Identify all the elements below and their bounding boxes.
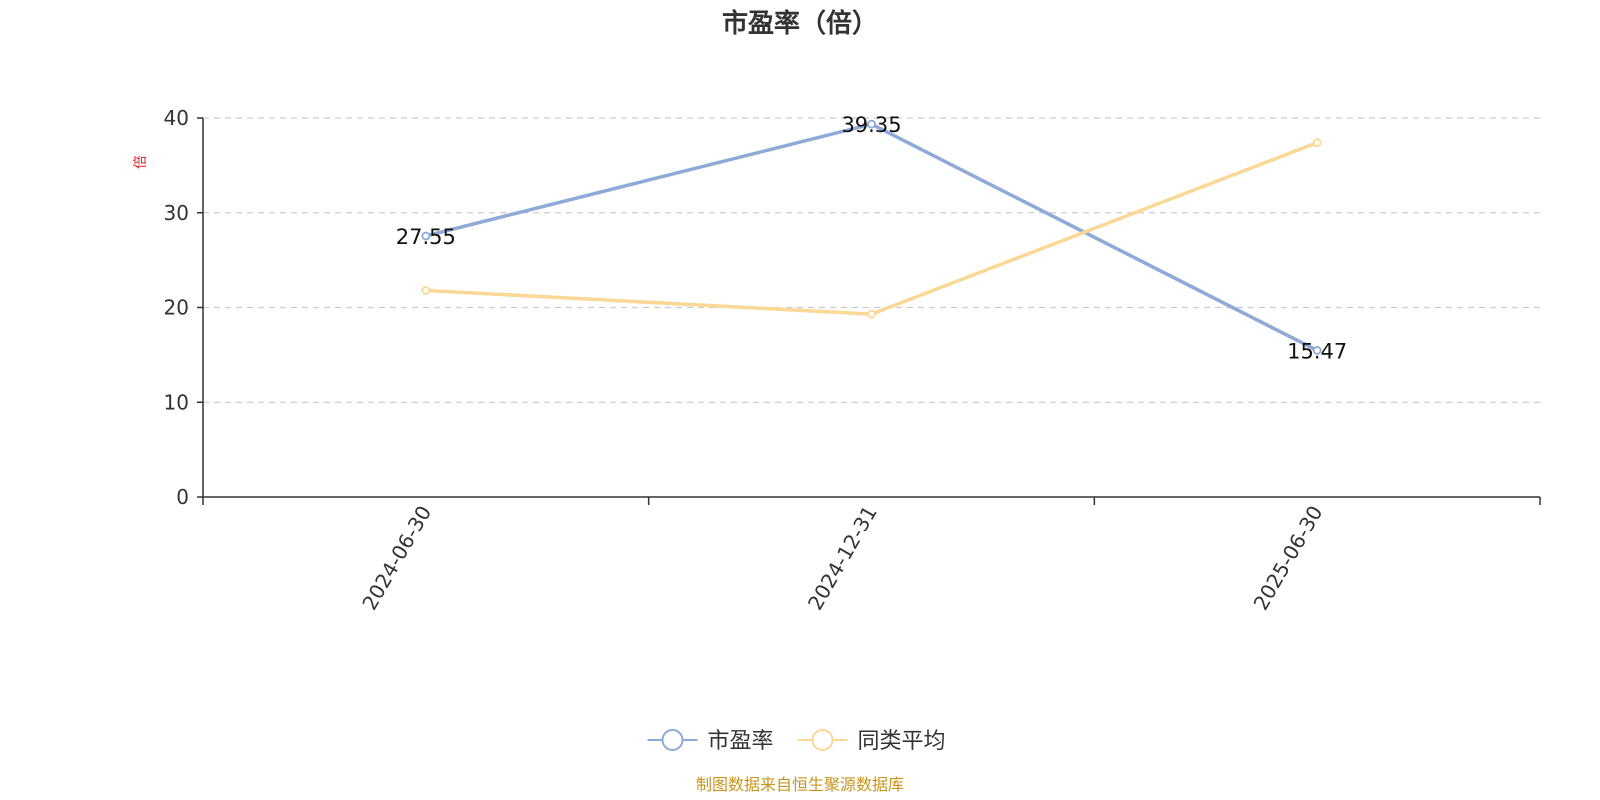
data-point[interactable]: [867, 119, 876, 129]
legend-marker: [661, 729, 684, 751]
y-tick-label: 20: [164, 296, 189, 320]
legend-label: 同类平均: [858, 729, 946, 754]
data-label: 27.55: [396, 225, 456, 249]
data-label: 15.47: [1287, 339, 1347, 363]
legend-label: 市盈率: [708, 729, 774, 754]
data-labels: 27.55 39.35 15.47: [396, 113, 1347, 363]
y-axis-ticks: 0 10 20 30 40: [164, 106, 203, 509]
data-point[interactable]: [421, 286, 431, 295]
x-tick-label: 2024-12-31: [803, 502, 882, 615]
data-point[interactable]: [1312, 346, 1322, 355]
grid-lines: [203, 117, 1540, 403]
data-label: 39.35: [841, 113, 901, 137]
data-point[interactable]: [1312, 138, 1322, 148]
x-axis-ticks: 2024-06-30 2024-12-31 2025-06-30: [202, 497, 1541, 615]
x-tick-label: 2024-06-30: [357, 502, 436, 615]
legend-item-2[interactable]: 同类平均: [797, 729, 946, 754]
series-group: [421, 119, 1322, 355]
chart-title: 市盈率（倍）: [722, 8, 878, 39]
y-tick-label: 0: [176, 485, 189, 509]
y-tick-label: 30: [164, 201, 189, 225]
y-tick-label: 10: [164, 390, 189, 414]
legend-item-1[interactable]: 市盈率: [647, 729, 774, 754]
data-point[interactable]: [867, 309, 876, 319]
legend-marker: [811, 729, 834, 751]
x-tick-label: 2025-06-30: [1249, 502, 1328, 615]
y-axis-unit-label: 倍: [133, 155, 149, 169]
data-point[interactable]: [421, 231, 431, 241]
data-source-note: 制图数据来自恒生聚源数据库: [696, 775, 904, 794]
y-tick-label: 40: [164, 106, 189, 130]
legend[interactable]: 市盈率 同类平均: [647, 729, 946, 754]
series-line-2: [425, 141, 1318, 316]
